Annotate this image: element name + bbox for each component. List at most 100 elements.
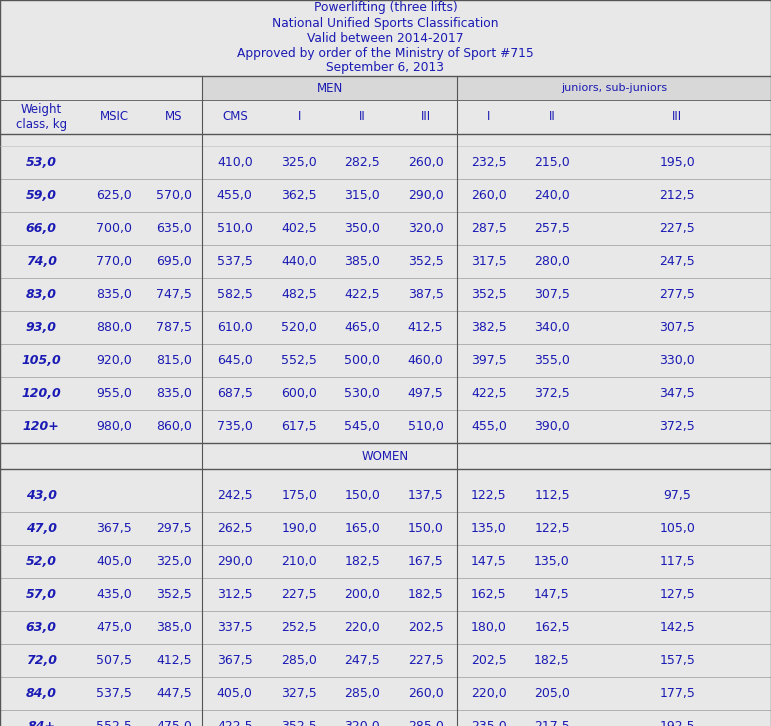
Text: 312,5: 312,5 [217, 588, 253, 601]
Text: 625,0: 625,0 [96, 189, 132, 202]
Text: 687,5: 687,5 [217, 387, 253, 400]
Text: 260,0: 260,0 [408, 156, 443, 169]
Text: 262,5: 262,5 [217, 522, 253, 535]
Bar [457, 76, 771, 100]
Text: 435,0: 435,0 [96, 588, 132, 601]
Text: 455,0: 455,0 [471, 420, 507, 433]
Text: 340,0: 340,0 [534, 321, 570, 334]
Text: MEN: MEN [316, 81, 343, 94]
Text: 475,0: 475,0 [96, 621, 132, 634]
Text: 325,0: 325,0 [281, 156, 317, 169]
Text: 190,0: 190,0 [281, 522, 317, 535]
Text: 127,5: 127,5 [659, 588, 695, 601]
Text: 150,0: 150,0 [345, 489, 380, 502]
Text: 955,0: 955,0 [96, 387, 132, 400]
Text: 617,5: 617,5 [281, 420, 317, 433]
Text: 815,0: 815,0 [156, 354, 192, 367]
Text: 147,5: 147,5 [534, 588, 570, 601]
Text: 475,0: 475,0 [156, 720, 192, 726]
Text: 247,5: 247,5 [345, 654, 380, 667]
Text: 350,0: 350,0 [345, 222, 380, 235]
Text: 317,5: 317,5 [471, 255, 507, 268]
Text: 610,0: 610,0 [217, 321, 253, 334]
Text: 227,5: 227,5 [659, 222, 695, 235]
Bar [202, 76, 457, 100]
Text: 347,5: 347,5 [659, 387, 695, 400]
Text: 117,5: 117,5 [659, 555, 695, 568]
Text: 695,0: 695,0 [156, 255, 192, 268]
Text: 497,5: 497,5 [408, 387, 443, 400]
Text: 422,5: 422,5 [217, 720, 253, 726]
Text: 93,0: 93,0 [25, 321, 57, 334]
Text: 387,5: 387,5 [408, 288, 443, 301]
Text: 120+: 120+ [23, 420, 59, 433]
Text: 382,5: 382,5 [471, 321, 507, 334]
Text: 220,0: 220,0 [345, 621, 380, 634]
Text: 165,0: 165,0 [345, 522, 380, 535]
Text: 242,5: 242,5 [217, 489, 253, 502]
Text: 385,0: 385,0 [156, 621, 192, 634]
Text: 537,5: 537,5 [217, 255, 253, 268]
Text: 195,0: 195,0 [659, 156, 695, 169]
Text: 835,0: 835,0 [96, 288, 132, 301]
Text: 552,5: 552,5 [96, 720, 132, 726]
Text: 362,5: 362,5 [281, 189, 317, 202]
Text: 397,5: 397,5 [471, 354, 507, 367]
Text: 182,5: 182,5 [534, 654, 570, 667]
Text: 330,0: 330,0 [659, 354, 695, 367]
Text: 43,0: 43,0 [25, 489, 57, 502]
Text: 835,0: 835,0 [156, 387, 192, 400]
Text: 217,5: 217,5 [534, 720, 570, 726]
Text: 135,0: 135,0 [471, 522, 507, 535]
Text: 980,0: 980,0 [96, 420, 132, 433]
Text: 552,5: 552,5 [281, 354, 317, 367]
Text: 257,5: 257,5 [534, 222, 570, 235]
Text: 220,0: 220,0 [471, 687, 507, 700]
Text: 252,5: 252,5 [281, 621, 317, 634]
Text: 232,5: 232,5 [471, 156, 507, 169]
Text: 500,0: 500,0 [345, 354, 380, 367]
Text: 280,0: 280,0 [534, 255, 570, 268]
Text: 700,0: 700,0 [96, 222, 132, 235]
Text: 162,5: 162,5 [534, 621, 570, 634]
Text: 247,5: 247,5 [659, 255, 695, 268]
Text: 860,0: 860,0 [156, 420, 192, 433]
Text: 465,0: 465,0 [345, 321, 380, 334]
Text: 422,5: 422,5 [471, 387, 507, 400]
Text: 372,5: 372,5 [534, 387, 570, 400]
Text: I: I [298, 110, 301, 123]
Text: 290,0: 290,0 [217, 555, 253, 568]
Text: MS: MS [165, 110, 183, 123]
Text: 510,0: 510,0 [217, 222, 253, 235]
Text: 390,0: 390,0 [534, 420, 570, 433]
Text: 570,0: 570,0 [156, 189, 192, 202]
Text: 545,0: 545,0 [345, 420, 380, 433]
Text: 47,0: 47,0 [25, 522, 57, 535]
Text: 315,0: 315,0 [345, 189, 380, 202]
Text: 455,0: 455,0 [217, 189, 253, 202]
Text: 290,0: 290,0 [408, 189, 443, 202]
Text: 320,0: 320,0 [345, 720, 380, 726]
Text: 105,0: 105,0 [659, 522, 695, 535]
Text: 240,0: 240,0 [534, 189, 570, 202]
Text: Powerlifting (three lifts)
National Unified Sports Classification
Valid between : Powerlifting (three lifts) National Unif… [237, 1, 534, 75]
Text: 510,0: 510,0 [408, 420, 443, 433]
Text: 352,5: 352,5 [156, 588, 192, 601]
Text: 84,0: 84,0 [25, 687, 57, 700]
Text: 402,5: 402,5 [281, 222, 317, 235]
Text: I: I [487, 110, 490, 123]
Text: 235,0: 235,0 [471, 720, 507, 726]
Text: 582,5: 582,5 [217, 288, 253, 301]
Text: 120,0: 120,0 [22, 387, 61, 400]
Text: 202,5: 202,5 [408, 621, 443, 634]
Text: 182,5: 182,5 [408, 588, 443, 601]
Text: 122,5: 122,5 [534, 522, 570, 535]
Text: 205,0: 205,0 [534, 687, 570, 700]
Text: 787,5: 787,5 [156, 321, 192, 334]
Text: 147,5: 147,5 [471, 555, 507, 568]
Text: 112,5: 112,5 [534, 489, 570, 502]
Bar [0, 0, 771, 76]
Text: Weight
class, kg: Weight class, kg [15, 103, 67, 131]
Text: 97,5: 97,5 [663, 489, 692, 502]
Text: 202,5: 202,5 [471, 654, 507, 667]
